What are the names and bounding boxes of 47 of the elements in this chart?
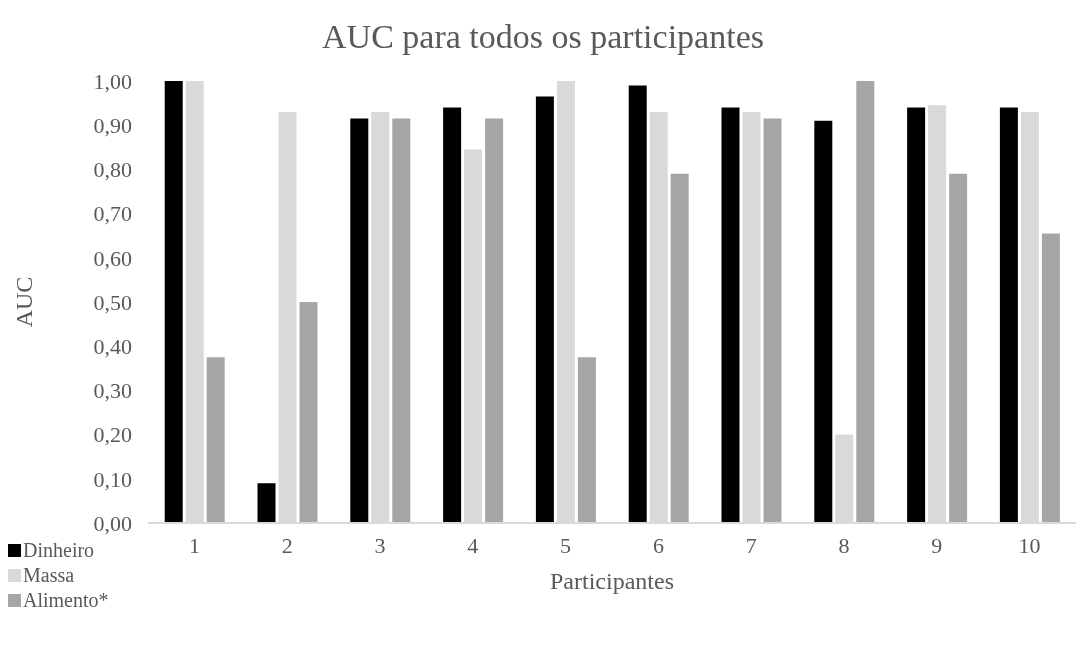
bar	[577, 357, 596, 523]
y-tick-label: 0,10	[93, 466, 132, 492]
legend-label: Dinheiro	[23, 538, 95, 563]
bar	[814, 120, 833, 523]
x-tick-label: 5	[560, 532, 572, 558]
x-axis-title: Participantes	[550, 568, 674, 594]
x-tick-label: 6	[652, 532, 664, 558]
bar	[299, 302, 318, 523]
y-tick-label: 0,30	[93, 378, 132, 404]
x-tick-label: 9	[931, 532, 943, 558]
bar	[206, 357, 225, 523]
y-tick-label: 0,40	[93, 334, 132, 360]
bar	[763, 118, 782, 523]
y-axis-title: AUC	[10, 276, 37, 328]
bar	[350, 118, 369, 523]
bar	[443, 107, 462, 523]
bar	[999, 107, 1018, 523]
chart-title: AUC para todos os participantes	[321, 18, 765, 56]
bar	[721, 107, 740, 523]
bar	[392, 118, 411, 523]
x-tick-label: 10	[1018, 532, 1041, 558]
bar	[485, 118, 504, 523]
legend-label: Massa	[23, 563, 75, 588]
legend-label: Alimento*	[23, 588, 109, 613]
y-tick-label: 0,20	[93, 422, 132, 448]
y-tick-label: 0,70	[93, 201, 132, 227]
bar	[949, 173, 968, 523]
y-tick-label: 1,00	[93, 68, 132, 94]
bar	[257, 483, 276, 523]
x-tick-label: 3	[374, 532, 386, 558]
y-tick-label: 0,50	[93, 289, 132, 315]
bar	[856, 81, 875, 523]
y-tick-label: 0,00	[93, 510, 132, 536]
x-tick-label: 7	[745, 532, 757, 558]
bar	[628, 85, 647, 523]
x-tick-label: 2	[281, 532, 293, 558]
y-tick-label: 0,90	[93, 113, 132, 139]
bar	[1041, 233, 1060, 523]
x-tick-label: 1	[188, 532, 200, 558]
bar	[535, 96, 554, 523]
x-tick-label: 4	[467, 532, 479, 558]
y-tick-label: 0,60	[93, 245, 132, 271]
y-tick-label: 0,80	[93, 157, 132, 183]
bar	[670, 173, 689, 523]
x-tick-label: 8	[838, 532, 850, 558]
bar	[907, 107, 926, 523]
bar	[164, 81, 183, 523]
